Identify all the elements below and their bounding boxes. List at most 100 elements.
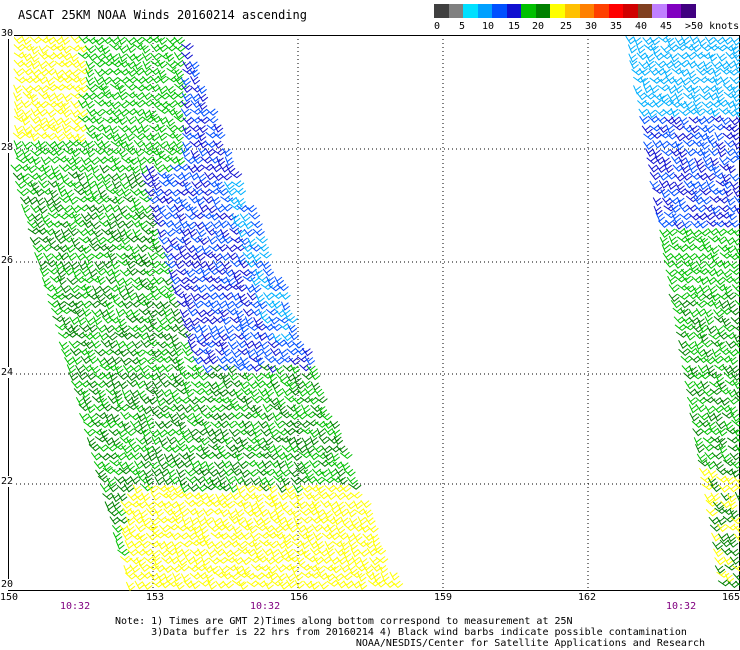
wind-barb bbox=[671, 67, 684, 75]
wind-barb bbox=[77, 85, 90, 93]
wind-barb bbox=[18, 163, 31, 172]
wind-barb bbox=[370, 533, 380, 543]
wind-barb bbox=[688, 317, 701, 325]
wind-barb bbox=[323, 564, 337, 572]
wind-barb bbox=[81, 164, 94, 173]
wind-barb bbox=[165, 61, 179, 69]
wind-barb bbox=[213, 404, 226, 413]
wind-barb bbox=[171, 363, 184, 372]
wind-barb bbox=[237, 293, 248, 303]
wind-barb bbox=[208, 244, 222, 252]
wind-barb bbox=[251, 451, 265, 459]
wind-barb bbox=[70, 148, 81, 158]
wind-barb bbox=[161, 556, 174, 565]
wind-barb bbox=[309, 580, 320, 591]
wind-barb bbox=[142, 348, 156, 356]
wind-barb bbox=[167, 237, 178, 247]
wind-barb bbox=[240, 532, 252, 541]
wind-barb bbox=[259, 251, 272, 259]
wind-barb bbox=[696, 453, 708, 463]
wind-barb bbox=[75, 397, 87, 406]
wind-barb bbox=[728, 117, 740, 126]
wind-barb bbox=[150, 236, 160, 247]
wind-barb bbox=[107, 509, 120, 517]
wind-barb bbox=[149, 132, 160, 142]
wind-barb bbox=[704, 316, 715, 326]
wind-barb bbox=[127, 157, 140, 166]
wind-barb bbox=[698, 187, 712, 196]
wind-barb bbox=[168, 269, 178, 279]
wind-barb bbox=[187, 484, 200, 492]
wind-barb bbox=[34, 219, 45, 229]
wind-barb bbox=[224, 213, 237, 221]
wind-barb bbox=[301, 404, 311, 414]
wind-barb bbox=[320, 556, 332, 564]
wind-barb bbox=[192, 187, 205, 196]
wind-barb bbox=[165, 37, 178, 45]
wind-barb bbox=[304, 356, 316, 366]
wind-barb bbox=[704, 405, 716, 415]
wind-barb bbox=[221, 348, 232, 357]
wind-barb bbox=[728, 356, 739, 366]
wind-barb bbox=[62, 267, 75, 276]
wind-barb bbox=[62, 180, 76, 188]
wind-barb bbox=[727, 405, 738, 415]
wind-barb bbox=[662, 197, 674, 206]
wind-barb bbox=[205, 349, 216, 359]
wind-barb bbox=[89, 221, 101, 230]
wind-barb bbox=[177, 476, 188, 486]
wind-barb bbox=[212, 517, 222, 527]
wind-barb bbox=[149, 148, 163, 156]
wind-barb bbox=[87, 211, 99, 221]
wind-barb bbox=[696, 220, 709, 229]
wind-barb bbox=[201, 245, 212, 255]
wind-barb bbox=[76, 372, 88, 381]
wind-barb bbox=[192, 444, 205, 452]
wind-barb bbox=[21, 35, 32, 46]
wind-barb bbox=[150, 43, 162, 53]
wind-barb bbox=[346, 508, 357, 518]
wind-barb bbox=[308, 429, 320, 438]
wind-barb bbox=[133, 205, 145, 215]
wind-barb bbox=[674, 141, 685, 151]
wind-barb bbox=[351, 556, 362, 566]
wind-barb bbox=[726, 196, 736, 206]
wind-barb bbox=[68, 195, 79, 205]
wind-barb bbox=[128, 331, 142, 339]
wind-barb bbox=[176, 299, 190, 308]
wind-barb bbox=[217, 309, 230, 318]
wind-barb bbox=[686, 396, 698, 406]
wind-barb bbox=[239, 213, 251, 222]
wind-barb bbox=[267, 509, 278, 519]
wind-barb bbox=[129, 557, 142, 565]
wind-barb bbox=[683, 100, 695, 110]
wind-barb bbox=[13, 84, 23, 94]
wind-barb bbox=[194, 333, 205, 343]
wind-barb bbox=[335, 524, 346, 534]
wind-barb bbox=[238, 260, 250, 269]
wind-barb bbox=[225, 244, 238, 253]
wind-barb bbox=[29, 53, 40, 63]
wind-barb bbox=[275, 573, 287, 582]
wind-barb bbox=[709, 292, 721, 302]
wind-barb bbox=[114, 452, 127, 461]
wind-barb bbox=[198, 203, 209, 213]
wind-barb bbox=[160, 388, 172, 398]
wind-barb bbox=[80, 213, 92, 222]
wind-barb bbox=[315, 485, 326, 494]
wind-barb bbox=[264, 445, 277, 454]
wind-barb bbox=[69, 52, 79, 63]
wind-barb bbox=[114, 164, 126, 173]
wind-barb bbox=[93, 372, 107, 380]
wind-barb bbox=[134, 524, 146, 533]
wind-barb bbox=[642, 84, 653, 94]
wind-barb bbox=[660, 45, 672, 54]
wind-barb bbox=[270, 548, 280, 558]
wind-barb bbox=[117, 45, 129, 54]
wind-barb bbox=[276, 283, 289, 292]
wind-barb bbox=[707, 469, 718, 479]
wind-barb bbox=[181, 84, 193, 94]
wind-barb bbox=[722, 324, 736, 332]
wind-barb bbox=[96, 357, 108, 367]
wind-barb bbox=[204, 147, 216, 157]
